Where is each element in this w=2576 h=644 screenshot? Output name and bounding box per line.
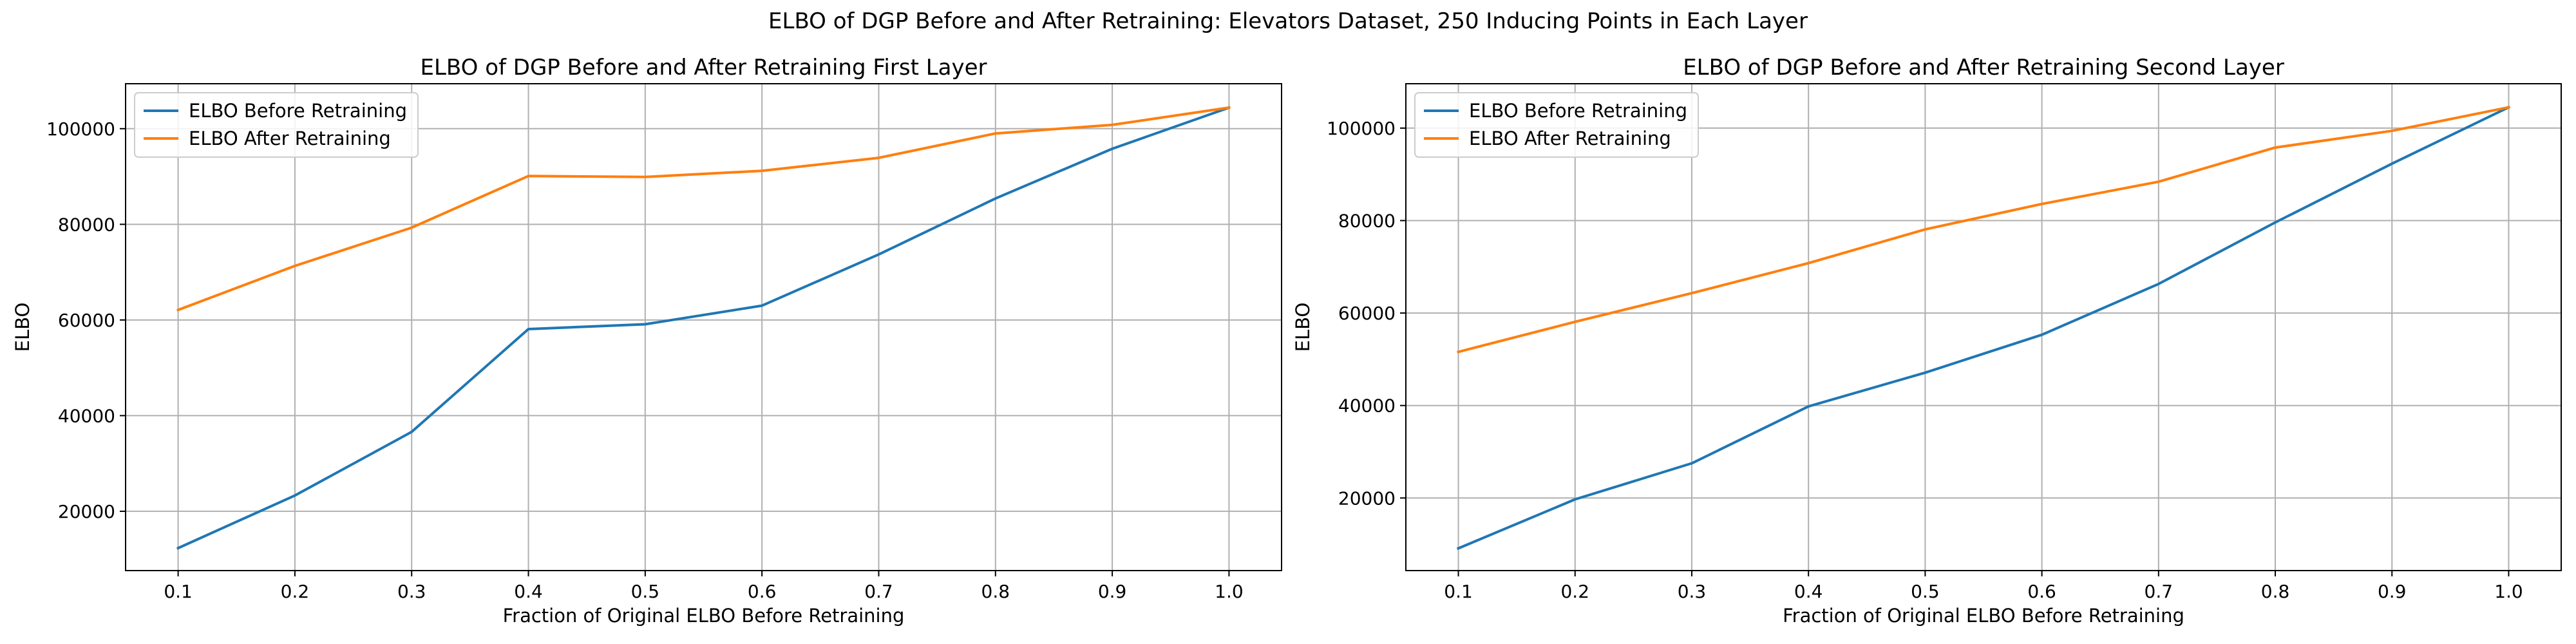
subplot-first-layer: 0.1 0.2 0.3 0.4 0.5 0.6 0.7 0.8 0.9 1.0 20000 40000… bbox=[12, 55, 1282, 627]
legend: ELBO Before Retraining ELBO After Retrain… bbox=[134, 92, 419, 158]
legend-label: ELBO After Retraining bbox=[1469, 128, 1671, 149]
subplot-title: ELBO of DGP Before and After Retraining … bbox=[1683, 55, 2284, 80]
y-tick-label: 100000 bbox=[1327, 118, 1396, 139]
x-tick-label: 0.4 bbox=[514, 581, 543, 602]
legend-box bbox=[134, 92, 419, 158]
subplot-second-layer: 0.1 0.2 0.3 0.4 0.5 0.6 0.7 0.8 0.9 1.0 20000 40000… bbox=[1292, 55, 2562, 627]
x-tick-label: 0.1 bbox=[1444, 581, 1473, 602]
x-tick-label: 0.6 bbox=[2027, 581, 2056, 602]
x-tick-label: 0.4 bbox=[1794, 581, 1823, 602]
x-tick-label: 0.5 bbox=[631, 581, 660, 602]
x-tick-label: 0.8 bbox=[981, 581, 1010, 602]
series-line-after bbox=[1457, 106, 2510, 354]
axes-frame bbox=[1405, 83, 2562, 571]
y-axis-label: ELBO bbox=[12, 303, 33, 352]
y-tick-label: 80000 bbox=[58, 214, 115, 235]
x-tick-label: 0.9 bbox=[2378, 581, 2407, 602]
figure-suptitle: ELBO of DGP Before and After Retraining:… bbox=[768, 8, 1808, 34]
x-tick-label: 0.7 bbox=[2145, 581, 2174, 602]
legend: ELBO Before Retraining ELBO After Retrain… bbox=[1414, 92, 1699, 158]
x-tick-label: 0.2 bbox=[1560, 581, 1589, 602]
x-tick-label: 0.8 bbox=[2261, 581, 2290, 602]
y-tick-label: 40000 bbox=[58, 405, 115, 426]
y-tick-label: 20000 bbox=[1338, 488, 1396, 509]
x-tick-label: 1.0 bbox=[2494, 581, 2523, 602]
x-tick-label: 0.2 bbox=[281, 581, 310, 602]
series-line-after bbox=[176, 106, 1231, 312]
series-line-before bbox=[176, 106, 1231, 550]
y-tick-label: 20000 bbox=[58, 501, 115, 522]
y-tick-label: 60000 bbox=[58, 310, 115, 331]
axes-frame bbox=[125, 83, 1282, 571]
x-tick-label: 0.3 bbox=[397, 581, 426, 602]
series-line-before bbox=[1456, 105, 2511, 551]
legend-box bbox=[1414, 92, 1699, 158]
x-axis-label: Fraction of Original ELBO Before Retrain… bbox=[1783, 605, 2184, 627]
x-tick-label: 0.5 bbox=[1911, 581, 1940, 602]
y-tick-label: 80000 bbox=[1338, 211, 1396, 232]
x-axis-label: Fraction of Original ELBO Before Retrain… bbox=[503, 605, 905, 627]
y-tick-label: 60000 bbox=[1338, 303, 1396, 324]
y-tick-label: 40000 bbox=[1338, 395, 1396, 417]
x-tick-label: 0.7 bbox=[864, 581, 893, 602]
legend-label: ELBO After Retraining bbox=[189, 128, 391, 149]
legend-label: ELBO Before Retraining bbox=[1469, 100, 1687, 122]
x-tick-label: 0.6 bbox=[748, 581, 777, 602]
legend-label: ELBO Before Retraining bbox=[189, 100, 407, 122]
x-tick-label: 0.1 bbox=[164, 581, 193, 602]
x-tick-label: 0.3 bbox=[1678, 581, 1707, 602]
subplot-title: ELBO of DGP Before and After Retraining … bbox=[420, 55, 987, 80]
y-axis-label: ELBO bbox=[1292, 303, 1314, 352]
x-tick-label: 1.0 bbox=[1215, 581, 1244, 602]
y-tick-label: 100000 bbox=[46, 118, 115, 140]
x-tick-label: 0.9 bbox=[1098, 581, 1127, 602]
